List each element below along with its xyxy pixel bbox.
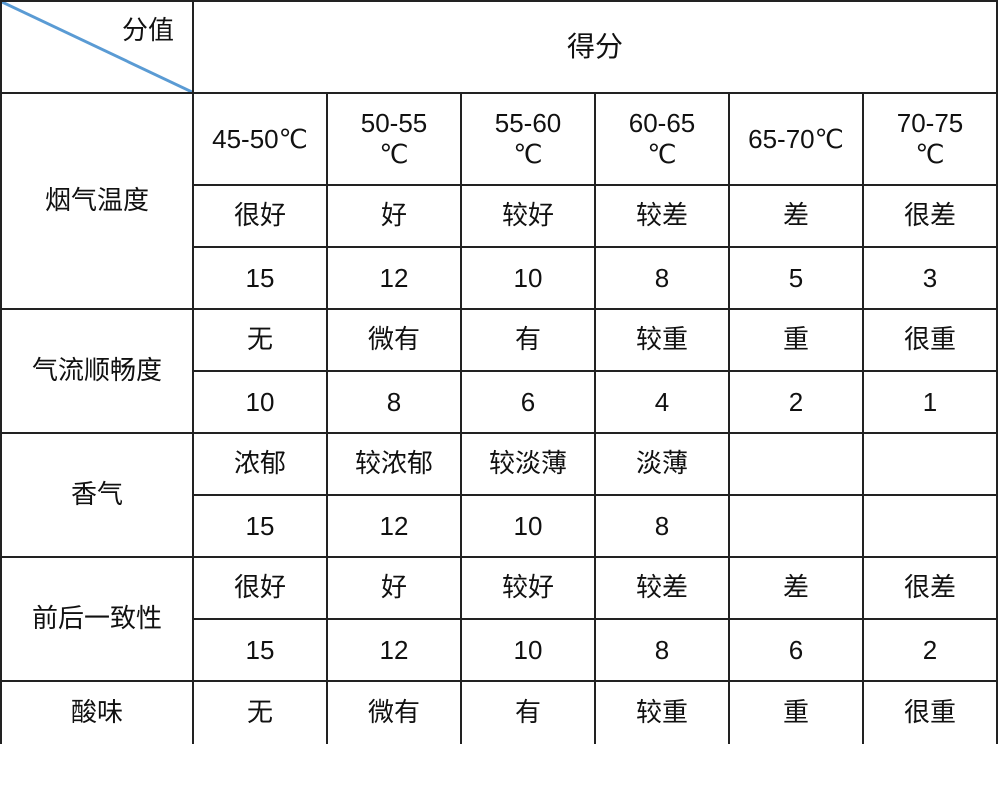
score-cell: 6 <box>730 620 864 682</box>
score-cell: 8 <box>596 496 730 558</box>
temp-unit-text: ℃ <box>915 139 944 170</box>
score-cell: 2 <box>864 620 998 682</box>
temp-range: 50-55℃ <box>328 94 462 186</box>
quality-cell <box>730 434 864 496</box>
quality-cell: 浓郁 <box>194 434 328 496</box>
temp-unit-text: ℃ <box>513 139 542 170</box>
temp-unit-text: ℃ <box>379 139 408 170</box>
quality-cell: 差 <box>730 558 864 620</box>
quality-cell: 很好 <box>194 558 328 620</box>
score-cell: 15 <box>194 248 328 310</box>
quality-cell: 有 <box>462 310 596 372</box>
score-cell: 3 <box>864 248 998 310</box>
quality-cell: 无 <box>194 682 328 744</box>
quality-cell: 很差 <box>864 186 998 248</box>
temp-range-text: 60-65 <box>629 108 696 139</box>
airflow-block: 气流顺畅度 无 微有 有 较重 重 很重 10 8 6 4 2 1 <box>2 310 998 434</box>
score-cell: 5 <box>730 248 864 310</box>
score-cell: 15 <box>194 496 328 558</box>
quality-cell: 好 <box>328 186 462 248</box>
corner-top-label: 分值 <box>122 10 174 47</box>
quality-cell: 重 <box>730 682 864 744</box>
quality-cell: 较重 <box>596 310 730 372</box>
temp-range: 65-70℃ <box>730 94 864 186</box>
score-cell: 4 <box>596 372 730 434</box>
quality-cell: 微有 <box>328 682 462 744</box>
consistency-label: 前后一致性 <box>2 558 194 682</box>
temp-range-text: 55-60 <box>495 108 562 139</box>
quality-cell: 较好 <box>462 558 596 620</box>
diagonal-header-cell: 分值 <box>2 2 194 94</box>
temp-range-text: 50-55 <box>361 108 428 139</box>
quality-cell: 很差 <box>864 558 998 620</box>
score-cell: 8 <box>596 620 730 682</box>
quality-cell: 较差 <box>596 186 730 248</box>
temp-range: 60-65℃ <box>596 94 730 186</box>
score-cell: 12 <box>328 620 462 682</box>
score-cell <box>864 496 998 558</box>
quality-cell: 较好 <box>462 186 596 248</box>
score-cell: 8 <box>596 248 730 310</box>
smoke-temp-label: 烟气温度 <box>2 94 194 310</box>
quality-cell: 较淡薄 <box>462 434 596 496</box>
airflow-label: 气流顺畅度 <box>2 310 194 434</box>
temp-range: 55-60℃ <box>462 94 596 186</box>
quality-cell: 较浓郁 <box>328 434 462 496</box>
temp-range-text: 45-50℃ <box>212 123 308 156</box>
quality-cell: 很好 <box>194 186 328 248</box>
sourness-label: 酸味 <box>2 682 194 744</box>
quality-cell: 较差 <box>596 558 730 620</box>
score-header: 得分 <box>194 2 998 94</box>
score-cell: 12 <box>328 248 462 310</box>
score-cell: 2 <box>730 372 864 434</box>
sourness-block: 酸味 无 微有 有 较重 重 很重 <box>2 682 998 744</box>
score-cell: 8 <box>328 372 462 434</box>
score-cell: 6 <box>462 372 596 434</box>
header-row: 分值 得分 <box>2 2 998 94</box>
score-cell: 10 <box>194 372 328 434</box>
scoring-table: 分值 得分 烟气温度 45-50℃ 50-55℃ 55-60℃ 60-65℃ 6… <box>0 0 998 744</box>
temp-range-text: 70-75 <box>897 108 964 139</box>
temp-unit-text: ℃ <box>647 139 676 170</box>
aroma-label: 香气 <box>2 434 194 558</box>
score-cell: 1 <box>864 372 998 434</box>
aroma-block: 香气 浓郁 较浓郁 较淡薄 淡薄 15 12 10 8 <box>2 434 998 558</box>
temp-range: 70-75℃ <box>864 94 998 186</box>
score-cell: 10 <box>462 248 596 310</box>
score-cell <box>730 496 864 558</box>
quality-cell: 重 <box>730 310 864 372</box>
quality-cell: 淡薄 <box>596 434 730 496</box>
quality-cell <box>864 434 998 496</box>
score-cell: 10 <box>462 496 596 558</box>
quality-cell: 微有 <box>328 310 462 372</box>
smoke-temp-temprow: 烟气温度 45-50℃ 50-55℃ 55-60℃ 60-65℃ 65-70℃ … <box>2 94 998 310</box>
quality-cell: 很重 <box>864 682 998 744</box>
temp-range: 45-50℃ <box>194 94 328 186</box>
score-cell: 12 <box>328 496 462 558</box>
score-cell: 10 <box>462 620 596 682</box>
quality-cell: 很重 <box>864 310 998 372</box>
quality-cell: 较重 <box>596 682 730 744</box>
quality-cell: 有 <box>462 682 596 744</box>
quality-cell: 好 <box>328 558 462 620</box>
quality-cell: 无 <box>194 310 328 372</box>
temp-range-text: 65-70℃ <box>748 123 844 156</box>
quality-cell: 差 <box>730 186 864 248</box>
score-cell: 15 <box>194 620 328 682</box>
consistency-block: 前后一致性 很好 好 较好 较差 差 很差 15 12 10 8 6 2 <box>2 558 998 682</box>
